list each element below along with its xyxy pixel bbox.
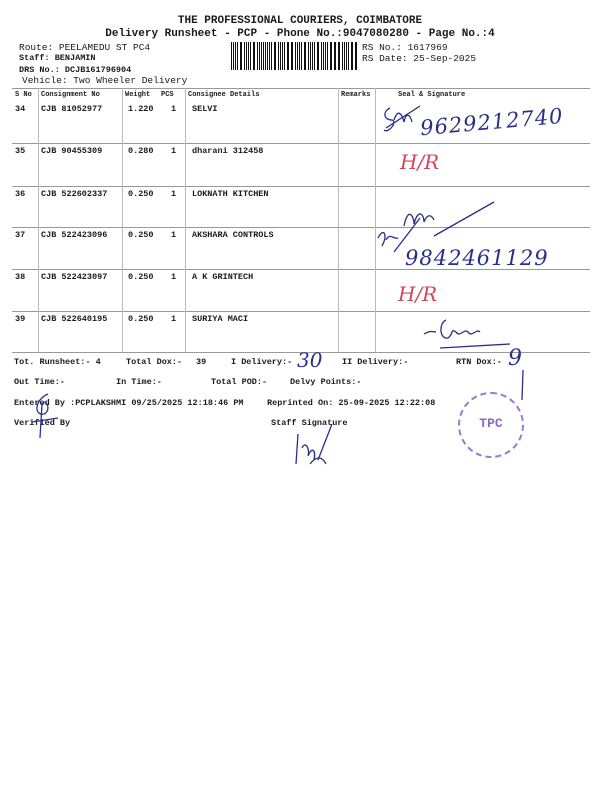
out-time: Out Time:-: [14, 377, 66, 387]
cell-consignment: CJB 522423097: [41, 272, 108, 282]
barcode: [231, 42, 359, 70]
rtn-dox-label: RTN Dox:-: [456, 357, 502, 367]
runsheet-subtitle: Delivery Runsheet - PCP - Phone No.:9047…: [105, 28, 495, 40]
cell-pcs: 1: [171, 230, 177, 240]
total-dox-value: 39: [196, 357, 207, 367]
vehicle: Vehicle: Two Wheeler Delivery: [22, 75, 188, 86]
drs-number: DRS No.: DCJB161796904: [19, 65, 132, 75]
company-title: THE PROFESSIONAL COURIERS, COIMBATORE: [177, 15, 423, 27]
verified-by: Verified By: [14, 418, 71, 428]
handwritten-phone-2: 9842461129: [405, 246, 549, 270]
cell-sno: 39: [15, 314, 26, 324]
handwritten-phone-1: 9629212740: [419, 103, 565, 141]
cell-pcs: 1: [171, 146, 177, 156]
rs-number: RS No.: 1617969: [362, 42, 448, 53]
cell-sno: 36: [15, 189, 26, 199]
cell-consignment: CJB 522640195: [41, 314, 108, 324]
cell-sno: 37: [15, 230, 26, 240]
delvy-points: Delvy Points:-: [290, 377, 362, 387]
cell-sno: 38: [15, 272, 26, 282]
cell-weight: 0.250: [128, 230, 154, 240]
col-header-pcs: PCS: [161, 91, 174, 99]
in-time: In Time:-: [116, 377, 162, 387]
signature-39: [420, 314, 511, 358]
col-header-sno: S No: [15, 91, 32, 99]
route: Route: PEELAMEDU ST PC4: [19, 42, 151, 53]
ii-delivery-label: II Delivery:-: [342, 357, 409, 367]
handwritten-rtn-dox: 9: [508, 346, 522, 371]
cell-weight: 0.250: [128, 272, 154, 282]
col-header-remarks: Remarks: [341, 91, 371, 99]
cell-consignee: SURIYA MACI: [192, 314, 249, 324]
cell-consignment: CJB 90455309: [41, 146, 103, 156]
cell-pcs: 1: [171, 272, 177, 282]
cell-consignee: A K GRINTECH: [192, 272, 254, 282]
total-dox-label: Total Dox:-: [126, 357, 183, 367]
cell-consignment: CJB 81052977: [41, 104, 103, 114]
handwritten-hr-1: H/R: [400, 150, 440, 174]
verifier-signature: [31, 393, 59, 439]
cell-pcs: 1: [171, 314, 177, 324]
cell-sno: 34: [15, 104, 26, 114]
staff-signature-label: Staff Signature: [271, 418, 348, 428]
tot-runsheet: Tot. Runsheet:- 4: [14, 357, 101, 367]
cell-pcs: 1: [171, 189, 177, 199]
signature-37: [374, 196, 504, 270]
signature-34: [380, 104, 421, 143]
i-delivery-label: I Delivery:-: [231, 357, 293, 367]
cell-consignment: CJB 522602337: [41, 189, 108, 199]
col-header-consignment: Consignment No: [41, 91, 100, 99]
cell-consignee: LOKNATH KITCHEN: [192, 189, 269, 199]
rs-date: RS Date: 25-Sep-2025: [362, 53, 477, 64]
cell-pcs: 1: [171, 104, 177, 114]
cell-consignee: AKSHARA CONTROLS: [192, 230, 274, 240]
staff: Staff: BENJAMIN: [19, 53, 96, 63]
cell-weight: 0.250: [128, 314, 154, 324]
total-pod: Total POD:-: [211, 377, 268, 387]
handwritten-hr-2: H/R: [398, 282, 438, 306]
pen-stroke: [521, 370, 524, 400]
staff-signature: [295, 423, 333, 465]
cell-consignee: SELVI: [192, 104, 218, 114]
cell-sno: 35: [15, 146, 26, 156]
reprinted-on: Reprinted On: 25-09-2025 12:22:08: [267, 398, 436, 408]
col-header-seal-signature: Seal & Signature: [398, 91, 466, 99]
cell-consignee: dharani 312458: [192, 146, 264, 156]
cell-weight: 1.220: [128, 104, 154, 114]
col-header-weight: Weight: [125, 91, 151, 99]
col-header-consignee: Consignee Details: [188, 91, 260, 99]
company-stamp: TPC: [458, 392, 524, 458]
cell-weight: 0.280: [128, 146, 154, 156]
entered-by: Entered By :PCPLAKSHMI 09/25/2025 12:18:…: [14, 398, 244, 408]
cell-consignment: CJB 522423096: [41, 230, 108, 240]
cell-weight: 0.250: [128, 189, 154, 199]
handwritten-i-delivery: 30: [297, 348, 323, 372]
